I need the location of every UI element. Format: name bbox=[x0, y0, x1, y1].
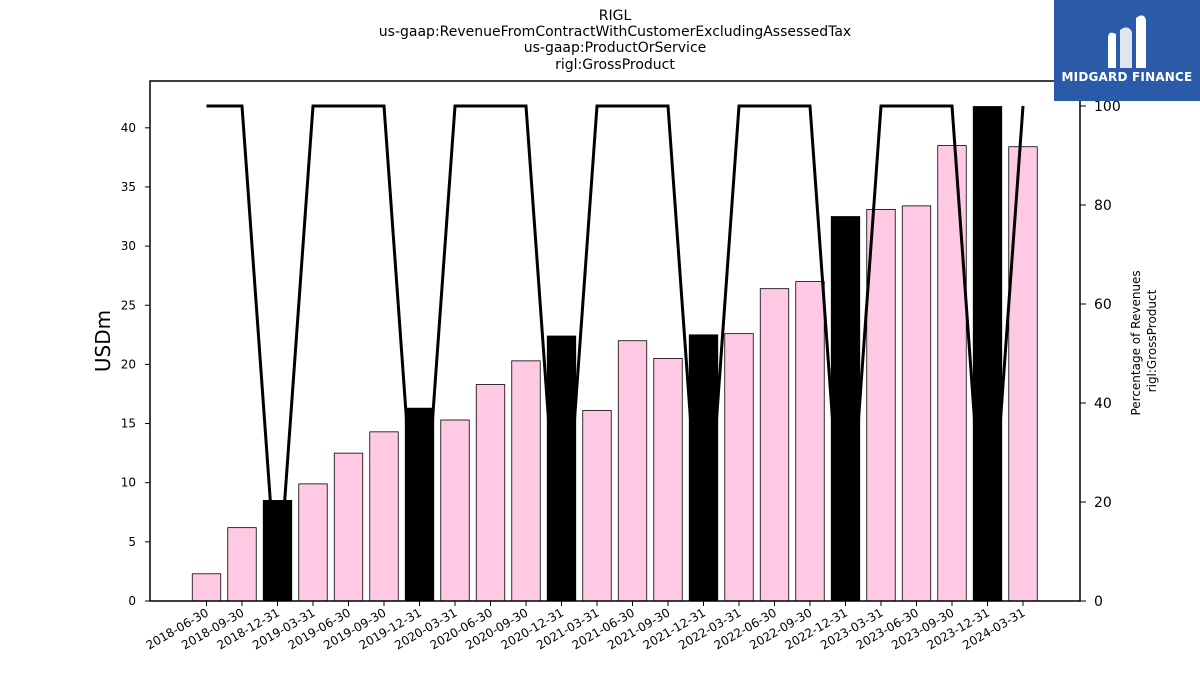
brand-name: MIDGARD FINANCE bbox=[1061, 70, 1193, 84]
y2-tick-label: 0 bbox=[1094, 594, 1103, 610]
plot-frame bbox=[149, 80, 1081, 602]
bar-2019-03-31 bbox=[298, 483, 328, 602]
right-y-axis: 0 20 40 60 80 100 bbox=[1080, 99, 1121, 610]
y-tick-label: 5 bbox=[128, 535, 136, 549]
title-line-1: RIGL bbox=[599, 8, 632, 24]
y2-tick-label: 40 bbox=[1094, 396, 1112, 412]
x-axis: 2018-06-302018-09-302018-12-312019-03-31… bbox=[144, 601, 1028, 652]
y-axis-label: USDm bbox=[91, 310, 115, 372]
y2-tick-label: 20 bbox=[1094, 495, 1112, 511]
brand-logo: MIDGARD FINANCE bbox=[1054, 0, 1200, 101]
y2-axis-label: Percentage of Revenues rigl:GrossProduct bbox=[1129, 266, 1159, 415]
y2-tick-label: 60 bbox=[1094, 297, 1112, 313]
y2-axis-label-line-1: Percentage of Revenues bbox=[1129, 270, 1143, 415]
bar-2023-06-30 bbox=[901, 205, 932, 602]
bar-2022-12-31 bbox=[830, 216, 861, 602]
bar-2019-06-30 bbox=[333, 452, 364, 602]
y2-tick-label: 100 bbox=[1094, 99, 1121, 115]
bar-2020-03-31 bbox=[440, 419, 470, 602]
title-line-3: us-gaap:ProductOrService bbox=[524, 40, 707, 56]
y-tick-label: 35 bbox=[121, 180, 136, 194]
title-line-4: rigl:GrossProduct bbox=[555, 57, 675, 73]
bar-2020-06-30 bbox=[475, 384, 506, 602]
bar-2019-12-31 bbox=[404, 407, 435, 602]
y-tick-label: 0 bbox=[128, 594, 136, 608]
bar-series bbox=[191, 106, 1038, 602]
bar-2021-03-31 bbox=[582, 410, 612, 602]
bar-2024-03-31 bbox=[1008, 146, 1038, 602]
y-tick-label: 10 bbox=[121, 476, 136, 490]
y-tick-label: 15 bbox=[121, 417, 136, 431]
y-tick-label: 20 bbox=[121, 357, 136, 371]
bar-2019-09-30 bbox=[369, 431, 399, 602]
bar-2021-06-30 bbox=[617, 340, 648, 602]
bar-2023-09-30 bbox=[937, 145, 967, 602]
bar-2020-09-30 bbox=[511, 360, 541, 602]
y-tick-label: 25 bbox=[121, 298, 136, 312]
midgard-logo-icon bbox=[1108, 15, 1146, 68]
chart-title: RIGL us-gaap:RevenueFromContractWithCust… bbox=[379, 8, 851, 73]
bar-2022-03-31 bbox=[724, 333, 754, 602]
bar-2022-09-30 bbox=[795, 281, 825, 602]
title-line-2: us-gaap:RevenueFromContractWithCustomerE… bbox=[379, 24, 851, 40]
line-series bbox=[206, 104, 1025, 602]
bar-2022-06-30 bbox=[759, 288, 790, 602]
bar-2018-06-30 bbox=[191, 573, 222, 602]
left-y-axis: 0 5 10 15 20 25 30 35 40 bbox=[121, 121, 150, 608]
y-tick-label: 40 bbox=[121, 121, 136, 135]
bar-2023-03-31 bbox=[866, 209, 896, 602]
y2-axis-label-line-2: rigl:GrossProduct bbox=[1145, 289, 1159, 392]
bar-2023-12-31 bbox=[972, 106, 1003, 602]
bar-2021-09-30 bbox=[653, 358, 683, 602]
percentage-line bbox=[206, 104, 1025, 602]
y2-tick-label: 80 bbox=[1094, 198, 1112, 214]
bar-2018-09-30 bbox=[227, 527, 257, 602]
y-tick-label: 30 bbox=[121, 239, 136, 253]
